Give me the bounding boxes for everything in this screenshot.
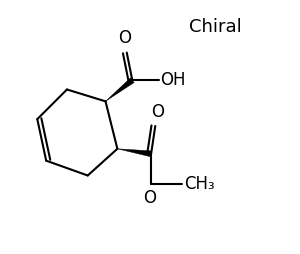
Text: O: O — [118, 29, 131, 47]
Text: Chiral: Chiral — [189, 18, 242, 36]
Polygon shape — [117, 149, 152, 157]
Text: O: O — [151, 103, 164, 121]
Text: OH: OH — [160, 71, 186, 89]
Text: CH₃: CH₃ — [184, 174, 215, 193]
Polygon shape — [106, 78, 134, 101]
Text: O: O — [143, 189, 156, 207]
